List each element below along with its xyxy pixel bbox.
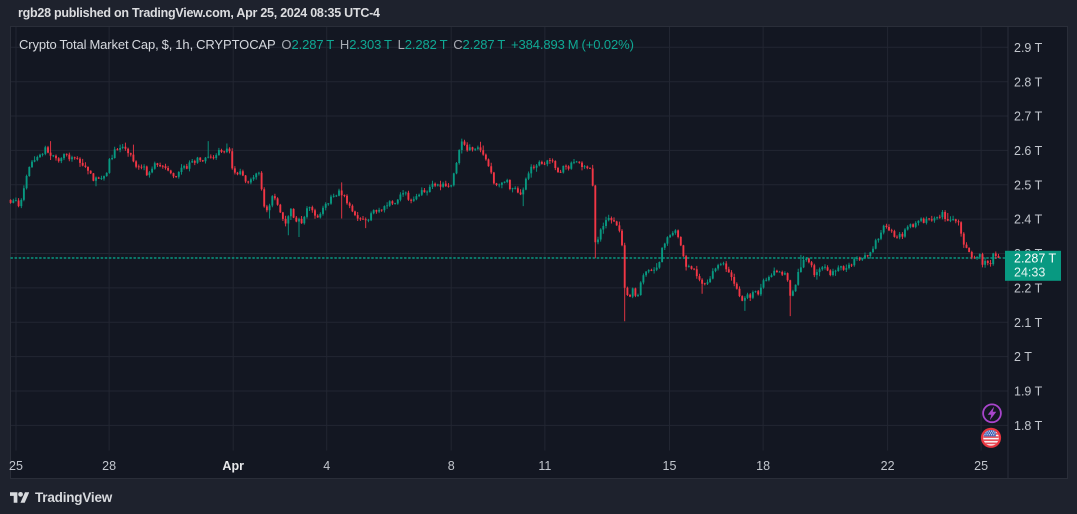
svg-text:25: 25 <box>974 459 988 473</box>
svg-text:28: 28 <box>102 459 116 473</box>
svg-text:25: 25 <box>9 459 23 473</box>
svg-text:2.8 T: 2.8 T <box>1014 75 1043 89</box>
svg-text:4: 4 <box>323 459 330 473</box>
svg-text:2.6 T: 2.6 T <box>1014 144 1043 158</box>
svg-text:22: 22 <box>881 459 895 473</box>
svg-text:8: 8 <box>448 459 455 473</box>
svg-text:2.287 T: 2.287 T <box>1014 252 1057 266</box>
svg-text:2.1 T: 2.1 T <box>1014 316 1043 330</box>
svg-text:1.8 T: 1.8 T <box>1014 419 1043 433</box>
svg-text:2.2 T: 2.2 T <box>1014 282 1043 296</box>
svg-text:2.7 T: 2.7 T <box>1014 110 1043 124</box>
svg-text:2.5 T: 2.5 T <box>1014 178 1043 192</box>
svg-text:15: 15 <box>663 459 677 473</box>
svg-text:11: 11 <box>538 459 551 473</box>
svg-text:24:33: 24:33 <box>1014 265 1045 279</box>
svg-text:2.9 T: 2.9 T <box>1014 41 1043 55</box>
svg-text:1.9 T: 1.9 T <box>1014 385 1043 399</box>
svg-text:2 T: 2 T <box>1014 350 1032 364</box>
svg-text:2.4 T: 2.4 T <box>1014 213 1043 227</box>
svg-text:Apr: Apr <box>222 459 244 473</box>
svg-text:18: 18 <box>756 459 770 473</box>
